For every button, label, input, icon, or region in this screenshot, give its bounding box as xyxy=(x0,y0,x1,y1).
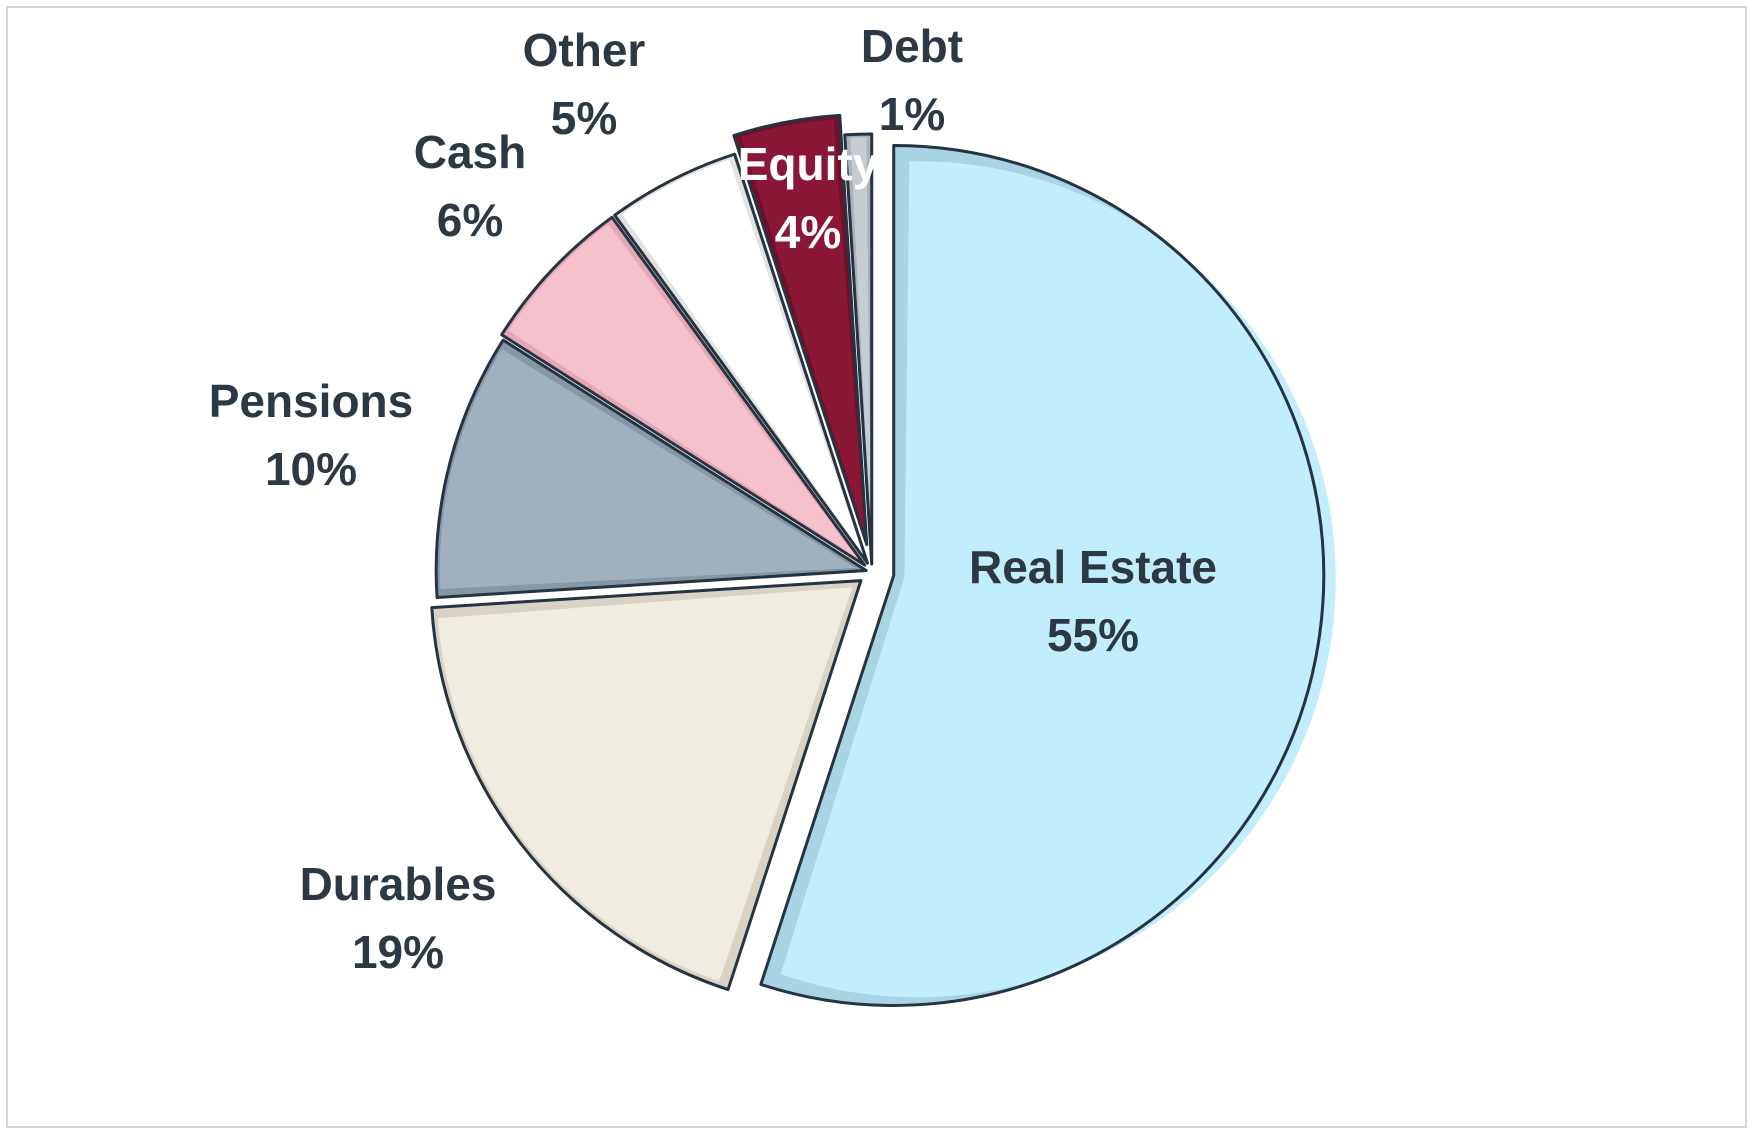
slice-percent-equity: 4% xyxy=(775,206,841,258)
slice-label-other: Other 5% xyxy=(523,24,646,144)
slice-category-pensions: Pensions xyxy=(209,375,414,427)
pie-slices xyxy=(430,113,1336,1007)
slice-fill-real-estate xyxy=(780,161,1336,998)
slice-fill-other xyxy=(622,159,863,554)
slice-label-real-estate: Real Estate 55% xyxy=(969,541,1217,661)
slice-outline-cash xyxy=(500,215,867,567)
slice-label-equity: Equity 4% xyxy=(738,138,879,258)
slice-outline-equity xyxy=(732,113,869,546)
slice-fill-durables xyxy=(437,587,853,982)
slice-label-debt: Debt 1% xyxy=(861,20,963,140)
slice-label-cash: Cash 6% xyxy=(414,126,526,246)
slice-fill-equity xyxy=(740,119,865,534)
slice-category-other: Other xyxy=(523,24,646,76)
slice-percent-cash: 6% xyxy=(437,194,503,246)
slice-category-debt: Debt xyxy=(861,20,963,72)
slice-percent-debt: 1% xyxy=(879,88,945,140)
slice-percent-other: 5% xyxy=(551,92,617,144)
slice-outline-debt xyxy=(843,132,874,566)
slice-outline-other xyxy=(613,152,869,565)
slice-outline-durables xyxy=(430,579,863,992)
slice-category-equity: Equity xyxy=(738,138,879,190)
slice-outline-real-estate xyxy=(759,143,1326,1007)
slice-percent-real-estate: 55% xyxy=(1047,609,1139,661)
pie-labels: Real Estate 55% Durables 19% Pensions 10% Cash… xyxy=(209,20,1217,978)
slice-fill-cash xyxy=(508,224,857,558)
slice-percent-durables: 19% xyxy=(352,926,444,978)
pie-slice-debt xyxy=(843,132,874,566)
pie-slice-real-estate xyxy=(759,143,1336,1007)
slice-category-cash: Cash xyxy=(414,126,526,178)
slice-category-durables: Durables xyxy=(300,858,497,910)
pie-slice-pensions xyxy=(434,338,868,600)
slice-category-real-estate: Real Estate xyxy=(969,541,1217,593)
slice-fill-debt xyxy=(850,137,872,554)
pie-slice-durables xyxy=(430,579,863,992)
slice-fill-pensions xyxy=(439,349,856,589)
slice-label-pensions: Pensions 10% xyxy=(209,375,414,495)
slice-label-durables: Durables 19% xyxy=(300,858,497,978)
slice-percent-pensions: 10% xyxy=(265,443,357,495)
pie-slice-cash xyxy=(500,215,867,567)
pie-slice-equity xyxy=(732,113,869,546)
slice-outline-pensions xyxy=(434,338,868,600)
pie-slice-other xyxy=(613,152,869,565)
